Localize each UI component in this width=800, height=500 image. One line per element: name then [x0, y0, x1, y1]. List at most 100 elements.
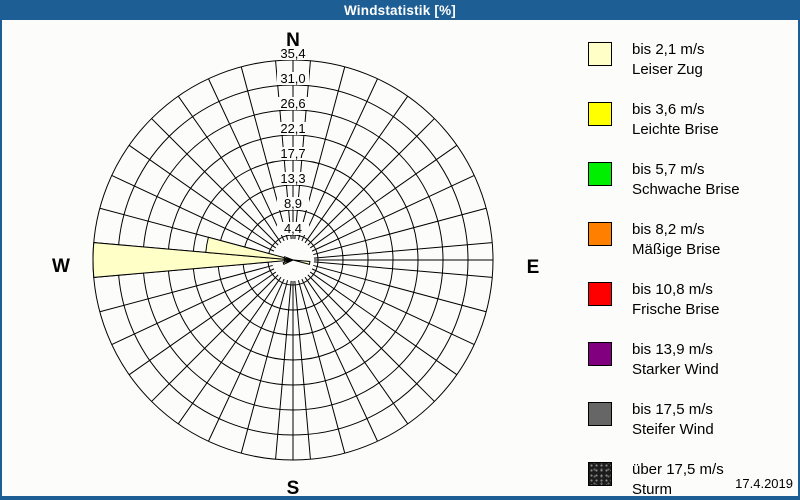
grid-spoke	[151, 274, 279, 402]
page-title: Windstatistik [%]	[343, 2, 457, 18]
legend-text: bis 13,9 m/s Starker Wind	[632, 340, 719, 380]
ring-value-label: 17,7	[280, 146, 305, 161]
legend-speed-label: bis 13,9 m/s	[632, 341, 713, 358]
legend-name-label: Leichte Brise	[632, 121, 719, 138]
grid-spoke	[307, 118, 435, 246]
grid-spoke	[297, 66, 346, 240]
grid-spoke	[128, 271, 277, 376]
legend-speed-label: über 17,5 m/s	[632, 461, 724, 478]
legend-name-label: Schwache Brise	[632, 181, 740, 198]
grid-spoke	[311, 175, 475, 252]
grid-spoke	[111, 268, 275, 345]
legend-speed-label: bis 2,1 m/s	[632, 41, 705, 58]
ring-label-bg	[277, 47, 309, 60]
ring-label-bg	[277, 147, 309, 160]
grid-spoke	[151, 118, 279, 246]
ring-label-bg	[277, 172, 309, 185]
ring-label-bg	[277, 197, 309, 210]
ring-label-bg	[277, 72, 309, 85]
windrose-chart: 4,4 8,9 13,3 17,7 22,1 26,6 31,0 35,4	[92, 46, 494, 461]
legend-color-swatch	[588, 222, 612, 246]
legend-item: bis 8,2 m/s Mäßige Brise	[588, 220, 740, 260]
grid-spoke	[208, 78, 285, 242]
direction-label-west: W	[52, 256, 70, 277]
legend-text: bis 8,2 m/s Mäßige Brise	[632, 220, 720, 260]
legend-text: bis 2,1 m/s Leiser Zug	[632, 40, 705, 80]
grid-spoke	[313, 261, 493, 278]
ring-value-label: 13,3	[280, 171, 305, 186]
legend-color-swatch	[588, 282, 612, 306]
legend-item: bis 2,1 m/s Leiser Zug	[588, 40, 740, 80]
grid-spoke	[313, 264, 487, 313]
grid-spoke	[313, 242, 493, 259]
grid-spoke	[128, 144, 277, 249]
grid-spoke	[275, 280, 292, 460]
direction-label-north: N	[286, 30, 300, 51]
grid-spoke	[313, 207, 487, 256]
wind-petal	[283, 256, 294, 261]
legend-speed-label: bis 3,6 m/s	[632, 101, 705, 118]
legend-color-swatch	[588, 42, 612, 66]
legend-name-label: Leiser Zug	[632, 61, 703, 78]
grid-spoke	[304, 95, 409, 244]
grid-spoke	[301, 78, 378, 242]
legend-color-swatch	[588, 402, 612, 426]
ring-value-label: 31,0	[280, 71, 305, 86]
legend-speed-label: bis 10,8 m/s	[632, 281, 713, 298]
legend-item: bis 17,5 m/s Steifer Wind	[588, 400, 740, 440]
legend-item: über 17,5 m/s Sturm	[588, 460, 740, 498]
legend-speed-label: bis 5,7 m/s	[632, 161, 705, 178]
legend-item: bis 10,8 m/s Frische Brise	[588, 280, 740, 320]
grid-spoke	[208, 278, 285, 442]
legend-item: bis 5,7 m/s Schwache Brise	[588, 160, 740, 200]
direction-label-south: S	[286, 478, 300, 499]
wind-petal	[282, 259, 294, 265]
ring-value-label: 26,6	[280, 96, 305, 111]
legend-name-label: Sturm	[632, 481, 673, 498]
title-bar: Windstatistik [%]	[2, 0, 798, 20]
legend-text: bis 5,7 m/s Schwache Brise	[632, 160, 740, 200]
wind-petal	[205, 236, 294, 261]
grid-spoke	[240, 66, 289, 240]
legend-text: bis 3,6 m/s Leichte Brise	[632, 100, 719, 140]
legend-name-label: Starker Wind	[632, 361, 719, 378]
direction-label-east: E	[526, 257, 540, 278]
wind-speed-legend: bis 2,1 m/s Leiser Zug bis 3,6 m/s Leichte …	[588, 40, 740, 498]
legend-color-swatch	[588, 162, 612, 186]
ring-value-label: 8,9	[284, 196, 302, 211]
ring-value-label: 4,4	[284, 221, 302, 236]
grid-spoke	[99, 264, 273, 313]
grid-spoke	[309, 144, 458, 249]
legend-speed-label: bis 8,2 m/s	[632, 221, 705, 238]
grid-spoke	[240, 280, 289, 454]
legend-color-swatch	[588, 102, 612, 126]
grid-spoke	[111, 175, 275, 252]
legend-name-label: Frische Brise	[632, 301, 720, 318]
legend-name-label: Steifer Wind	[632, 421, 714, 438]
legend-item: bis 13,9 m/s Starker Wind	[588, 340, 740, 380]
legend-color-swatch	[588, 462, 612, 486]
windrose-chart-area: 4,4 8,9 13,3 17,7 22,1 26,6 31,0 35,4 N E S W b…	[2, 20, 798, 496]
grid-spoke	[297, 280, 346, 454]
wind-petal	[92, 242, 294, 278]
legend-item: bis 3,6 m/s Leichte Brise	[588, 100, 740, 140]
legend-speed-label: bis 17,5 m/s	[632, 401, 713, 418]
legend-text: über 17,5 m/s Sturm	[632, 460, 724, 498]
ring-label-bg	[277, 122, 309, 135]
grid-spoke	[177, 95, 282, 244]
legend-color-swatch	[588, 342, 612, 366]
ring-label-bg	[277, 97, 309, 110]
ring-value-label: 35,4	[280, 46, 305, 61]
ring-label-bg	[277, 222, 309, 235]
grid-spoke	[307, 274, 435, 402]
wind-petal	[292, 259, 311, 266]
ring-value-label: 22,1	[280, 121, 305, 136]
grid-spoke	[309, 271, 458, 376]
grid-spoke	[294, 280, 311, 460]
legend-text: bis 17,5 m/s Steifer Wind	[632, 400, 714, 440]
date-label: 17.4.2019	[735, 476, 793, 491]
grid-spoke	[177, 276, 282, 425]
wind-petal	[283, 259, 294, 263]
grid-spoke	[304, 276, 409, 425]
legend-text: bis 10,8 m/s Frische Brise	[632, 280, 720, 320]
